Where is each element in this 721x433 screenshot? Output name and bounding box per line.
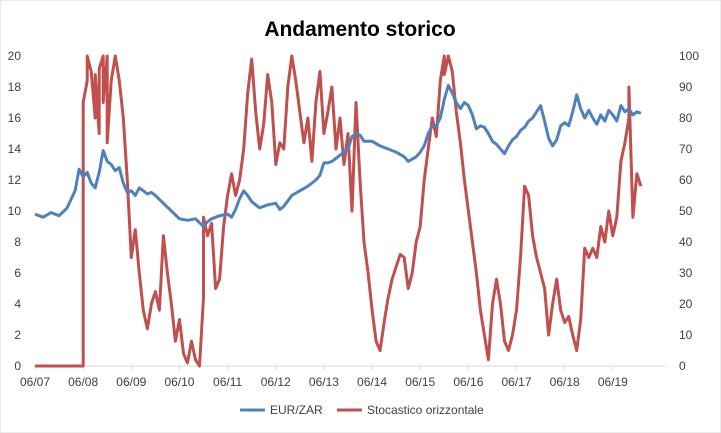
y-right-tick-label: 60 [679, 173, 693, 187]
legend-label-eur-zar: EUR/ZAR [270, 403, 323, 417]
y-left-tick-label: 2 [14, 328, 21, 342]
x-tick-label: 06/13 [309, 375, 339, 389]
y-right-tick-label: 10 [679, 328, 693, 342]
y-right-tick-label: 0 [679, 359, 686, 373]
y-left-tick-label: 6 [14, 266, 21, 280]
x-tick-label: 06/14 [357, 375, 387, 389]
y-left-tick-label: 4 [14, 297, 21, 311]
x-tick-label: 06/07 [20, 375, 50, 389]
axes-layer: 0 2 4 6 8 10 12 14 16 18 20 0 10 20 30 40 50 60 70 80 90 100 0… [8, 49, 700, 389]
y-right-tick-label: 70 [679, 142, 693, 156]
y-left-tick-label: 12 [8, 173, 22, 187]
y-right-tick-label: 100 [679, 49, 699, 63]
x-tick-label: 06/12 [261, 375, 291, 389]
x-tick-label: 06/15 [405, 375, 435, 389]
x-tick-label: 06/09 [116, 375, 146, 389]
legend-label-stocastico: Stocastico orizzontale [367, 403, 484, 417]
x-tick-label: 06/08 [68, 375, 98, 389]
y-right-tick-label: 90 [679, 80, 693, 94]
y-left-tick-label: 18 [8, 80, 22, 94]
x-tick-label: 06/11 [213, 375, 242, 389]
legend: EUR/ZAR Stocastico orizzontale [240, 403, 484, 417]
x-tick-label: 06/18 [550, 375, 580, 389]
x-tick-label: 06/19 [598, 375, 628, 389]
y-left-tick-label: 14 [8, 142, 22, 156]
y-right-tick-label: 30 [679, 266, 693, 280]
y-left-tick-label: 0 [14, 359, 21, 373]
y-right-tick-label: 80 [679, 111, 693, 125]
series-line-eur-zar [34, 83, 642, 228]
x-tick-label: 06/10 [164, 375, 194, 389]
chart-title: Andamento storico [264, 18, 455, 41]
y-left-tick-label: 16 [8, 111, 22, 125]
series-layer [34, 54, 643, 368]
y-left-tick-label: 8 [14, 235, 21, 249]
y-right-tick-label: 20 [679, 297, 693, 311]
y-left-tick-label: 20 [8, 49, 22, 63]
y-right-tick-label: 40 [679, 235, 693, 249]
x-tick-label: 06/16 [453, 375, 483, 389]
x-tick-label: 06/17 [502, 375, 532, 389]
series-line-stocastico [35, 54, 643, 368]
y-right-tick-label: 50 [679, 204, 693, 218]
y-left-tick-label: 10 [8, 204, 22, 218]
